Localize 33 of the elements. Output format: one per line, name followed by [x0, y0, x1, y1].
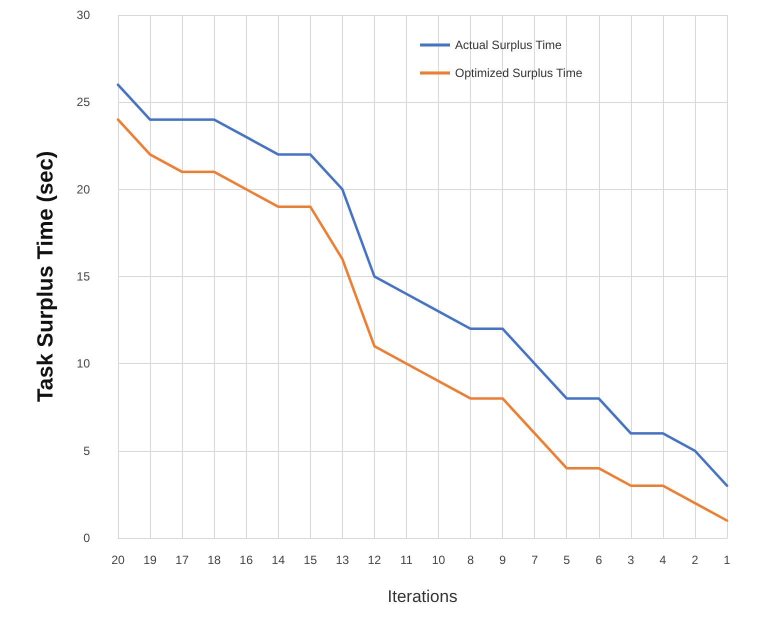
x-tick-label: 6: [595, 553, 602, 567]
y-tick-label: 0: [83, 531, 90, 545]
y-tick-label: 20: [76, 182, 90, 196]
line-series: [116, 83, 728, 487]
x-tick-label: 19: [143, 553, 158, 567]
x-tick-label: 17: [175, 553, 190, 567]
x-axis-title: Iterations: [388, 587, 458, 606]
x-tick-label: 9: [499, 553, 506, 567]
line-series: [116, 118, 728, 522]
x-tick-label: 11: [400, 553, 414, 567]
x-tick-label: 18: [207, 553, 222, 567]
x-tick-label: 14: [272, 553, 286, 567]
x-tick-label: 15: [304, 553, 318, 567]
x-tick-label: 3: [628, 553, 634, 567]
y-tick-label: 25: [76, 95, 90, 110]
x-tick-label: 4: [660, 553, 667, 567]
x-tick-label: 5: [563, 553, 570, 567]
x-tick-label: 2: [692, 553, 699, 567]
y-tick-label: 10: [76, 356, 90, 371]
x-tick-label: 8: [467, 553, 474, 567]
x-tick-label: 7: [531, 553, 538, 567]
x-tick-label: 20: [111, 553, 125, 567]
y-axis-title: Task Surplus Time (sec): [32, 150, 58, 402]
y-tick-label: 30: [76, 8, 90, 22]
x-tick-label: 12: [368, 553, 382, 567]
x-tick-label: 1: [724, 553, 731, 567]
y-tick-label: 5: [83, 444, 90, 458]
legend-label: Actual Surplus Time: [455, 38, 562, 52]
x-tick-label: 10: [432, 553, 446, 567]
x-tick-label: 13: [336, 553, 350, 567]
x-tick-label: 16: [240, 553, 254, 567]
y-tick-label: 15: [76, 270, 90, 284]
legend-label: Optimized Surplus Time: [455, 66, 583, 80]
